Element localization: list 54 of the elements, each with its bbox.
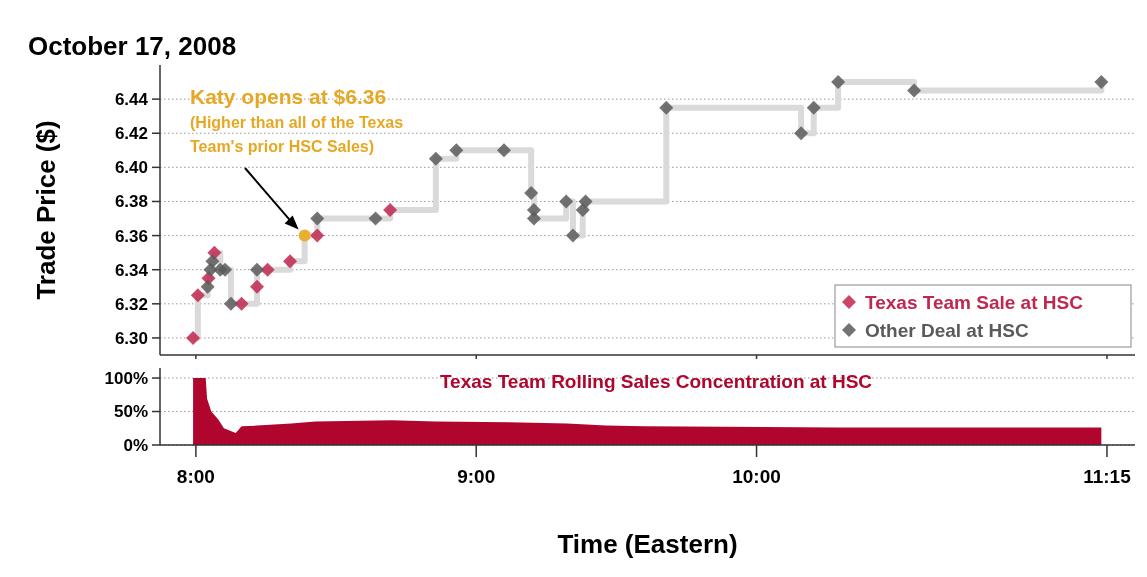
point <box>806 100 821 115</box>
point <box>383 203 398 217</box>
point <box>250 279 264 294</box>
point <box>310 211 325 226</box>
annotation: Katy opens at $6.36 <box>190 85 387 108</box>
point <box>200 279 215 294</box>
point <box>428 151 443 166</box>
point <box>496 143 511 158</box>
y-tick-label: 50% <box>113 402 148 422</box>
point <box>250 262 264 277</box>
point <box>524 185 539 200</box>
x-tick-label: 10:00 <box>732 466 781 487</box>
y-tick-label: 6.34 <box>114 260 149 280</box>
y-tick-label: 6.40 <box>114 158 148 178</box>
point <box>218 262 233 277</box>
point <box>283 254 298 269</box>
annotation: (Higher than all of the Texas Team's prior HSC Sales) <box>190 114 404 155</box>
point <box>907 83 922 98</box>
point <box>310 228 325 243</box>
point <box>659 100 674 115</box>
y-tick-label: 6.32 <box>114 294 148 314</box>
point <box>205 254 220 269</box>
x-tick-label: 11:15 <box>1083 466 1132 487</box>
chart-title: October 17, 2008 <box>28 31 237 61</box>
x-tick-label: 9:00 <box>457 466 496 487</box>
chart-title: Texas Team Rolling Sales Concentration at HSC <box>439 371 873 392</box>
y-tick-label: 0% <box>123 435 148 455</box>
point <box>831 75 846 90</box>
point <box>260 262 275 277</box>
x-axis-title: Time (Eastern) <box>557 529 738 559</box>
point <box>578 194 593 209</box>
point <box>368 211 383 226</box>
point <box>186 330 201 345</box>
legend-label: Texas Team Sale at HSC <box>865 291 1084 313</box>
point <box>190 288 205 303</box>
point <box>575 203 590 217</box>
point <box>565 228 580 243</box>
point <box>1094 75 1109 90</box>
point <box>559 194 574 209</box>
y-tick-label: 6.44 <box>114 90 149 110</box>
y-tick-label: 100% <box>104 368 148 388</box>
legend-label: Other Deal at HSC <box>865 319 1029 341</box>
y-axis-title: Trade Price ($) <box>31 120 61 300</box>
point <box>794 126 809 141</box>
point <box>298 229 311 242</box>
y-tick-label: 6.42 <box>114 124 148 144</box>
y-tick-label: 6.38 <box>114 192 148 212</box>
point <box>234 296 249 311</box>
y-tick-label: 6.30 <box>114 328 148 348</box>
point <box>449 143 464 158</box>
point <box>223 296 238 311</box>
x-tick-label: 8:00 <box>176 466 215 487</box>
y-tick-label: 6.36 <box>114 226 148 246</box>
point <box>526 211 541 226</box>
